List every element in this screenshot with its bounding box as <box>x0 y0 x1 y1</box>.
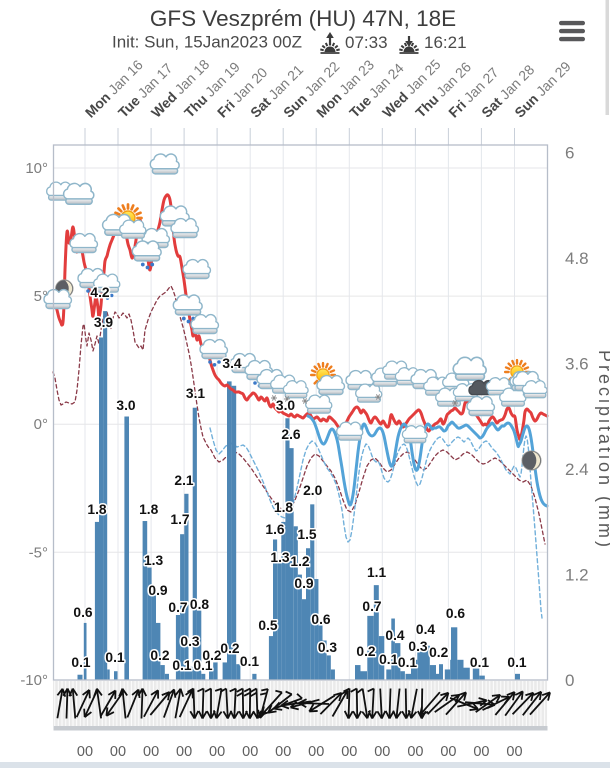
svg-text:0.2: 0.2 <box>150 648 170 663</box>
svg-text:1.1: 1.1 <box>367 565 387 580</box>
svg-text:0.2: 0.2 <box>356 644 376 659</box>
svg-text:1.6: 1.6 <box>265 522 285 537</box>
svg-text:00: 00 <box>242 744 258 760</box>
svg-text:0.7: 0.7 <box>168 600 188 615</box>
svg-text:0.3: 0.3 <box>180 634 200 649</box>
svg-text:0.2: 0.2 <box>429 645 449 660</box>
svg-text:0: 0 <box>565 671 574 690</box>
svg-text:00: 00 <box>77 744 93 760</box>
svg-text:0.6: 0.6 <box>446 606 466 621</box>
svg-text:1.8: 1.8 <box>139 502 159 517</box>
svg-text:0.7: 0.7 <box>362 599 382 614</box>
svg-text:Init: Sun, 15Jan2023 00Z: Init: Sun, 15Jan2023 00Z <box>112 33 302 52</box>
svg-text:0.1: 0.1 <box>240 654 260 669</box>
svg-text:1.8: 1.8 <box>87 502 107 517</box>
svg-text:00: 00 <box>275 744 291 760</box>
svg-text:2.4: 2.4 <box>565 460 589 479</box>
svg-text:0.3: 0.3 <box>318 640 338 655</box>
svg-text:16:21: 16:21 <box>424 33 467 52</box>
svg-text:1.8: 1.8 <box>274 500 294 515</box>
svg-text:-10°: -10° <box>20 672 48 689</box>
svg-text:-5°: -5° <box>29 544 48 561</box>
svg-text:0.1: 0.1 <box>193 658 213 673</box>
svg-text:0.5: 0.5 <box>258 618 278 633</box>
svg-text:00: 00 <box>308 744 324 760</box>
svg-text:3.0: 3.0 <box>116 398 136 413</box>
svg-text:00: 00 <box>440 744 456 760</box>
svg-text:0.4: 0.4 <box>416 622 436 637</box>
svg-text:0°: 0° <box>34 416 48 433</box>
svg-text:3.0: 3.0 <box>276 398 296 413</box>
svg-text:00: 00 <box>209 744 225 760</box>
svg-text:6: 6 <box>565 144 574 163</box>
svg-text:3.6: 3.6 <box>565 355 589 374</box>
svg-text:1.7: 1.7 <box>170 512 190 527</box>
svg-text:0.1: 0.1 <box>398 655 418 670</box>
svg-text:0.2: 0.2 <box>202 648 222 663</box>
svg-text:0.1: 0.1 <box>379 652 399 667</box>
svg-text:1.3: 1.3 <box>270 550 290 565</box>
svg-text:0.1: 0.1 <box>172 658 192 673</box>
svg-text:00: 00 <box>143 744 159 760</box>
svg-text:2.0: 2.0 <box>303 483 323 498</box>
svg-text:2.6: 2.6 <box>281 427 301 442</box>
svg-text:07:33: 07:33 <box>345 33 388 52</box>
svg-text:00: 00 <box>341 744 357 760</box>
svg-text:0.2: 0.2 <box>220 641 240 656</box>
svg-text:00: 00 <box>374 744 390 760</box>
svg-text:0.1: 0.1 <box>470 655 490 670</box>
svg-text:3.4: 3.4 <box>222 356 242 371</box>
svg-text:0.6: 0.6 <box>73 605 93 620</box>
svg-text:10°: 10° <box>25 160 48 177</box>
svg-text:00: 00 <box>473 744 489 760</box>
svg-text:4.2: 4.2 <box>90 285 110 300</box>
svg-text:4.8: 4.8 <box>565 249 589 268</box>
svg-text:1.2: 1.2 <box>565 566 589 585</box>
svg-text:0.9: 0.9 <box>148 583 168 598</box>
svg-text:0.1: 0.1 <box>105 650 125 665</box>
svg-text:0.4: 0.4 <box>385 628 405 643</box>
svg-text:0.9: 0.9 <box>294 576 314 591</box>
svg-text:0.6: 0.6 <box>311 612 331 627</box>
svg-text:0.3: 0.3 <box>408 639 428 654</box>
svg-text:0.1: 0.1 <box>507 655 527 670</box>
svg-text:00: 00 <box>407 744 423 760</box>
svg-text:0.8: 0.8 <box>190 597 210 612</box>
svg-text:Precipitation (mm): Precipitation (mm) <box>595 350 610 550</box>
svg-text:1.2: 1.2 <box>290 554 310 569</box>
svg-text:1.3: 1.3 <box>144 553 164 568</box>
svg-text:GFS Veszprém (HU) 47N, 18E: GFS Veszprém (HU) 47N, 18E <box>150 6 456 31</box>
svg-text:00: 00 <box>110 744 126 760</box>
svg-text:3.1: 3.1 <box>186 386 206 401</box>
svg-text:3.9: 3.9 <box>94 315 114 330</box>
svg-text:2.1: 2.1 <box>174 473 194 488</box>
svg-text:00: 00 <box>176 744 192 760</box>
svg-text:0.1: 0.1 <box>71 655 91 670</box>
svg-text:00: 00 <box>506 744 522 760</box>
svg-text:1.5: 1.5 <box>297 527 317 542</box>
